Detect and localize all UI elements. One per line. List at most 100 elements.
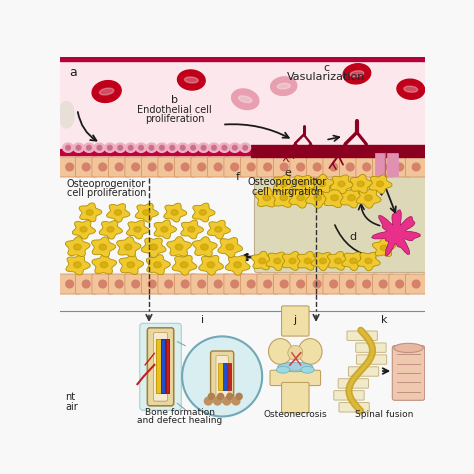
Polygon shape <box>328 251 350 270</box>
Ellipse shape <box>314 195 321 201</box>
Ellipse shape <box>201 244 208 250</box>
Circle shape <box>139 146 143 150</box>
FancyBboxPatch shape <box>141 157 163 177</box>
Polygon shape <box>289 188 313 208</box>
Ellipse shape <box>289 258 296 264</box>
Ellipse shape <box>365 195 372 201</box>
Polygon shape <box>372 210 420 256</box>
Ellipse shape <box>92 81 121 102</box>
FancyBboxPatch shape <box>109 157 130 177</box>
Ellipse shape <box>215 227 222 232</box>
Ellipse shape <box>207 262 215 268</box>
Ellipse shape <box>304 258 311 264</box>
Circle shape <box>379 280 387 288</box>
Circle shape <box>280 163 288 171</box>
Ellipse shape <box>394 343 423 353</box>
FancyBboxPatch shape <box>147 328 173 406</box>
Polygon shape <box>107 204 130 222</box>
FancyBboxPatch shape <box>224 157 246 177</box>
Ellipse shape <box>171 210 178 215</box>
FancyBboxPatch shape <box>282 306 309 336</box>
Polygon shape <box>207 220 230 239</box>
Polygon shape <box>255 187 280 207</box>
Polygon shape <box>146 255 171 275</box>
Circle shape <box>115 163 123 171</box>
Ellipse shape <box>297 195 304 201</box>
Polygon shape <box>323 187 347 208</box>
FancyBboxPatch shape <box>158 157 180 177</box>
Ellipse shape <box>298 338 322 365</box>
Ellipse shape <box>343 64 371 84</box>
FancyBboxPatch shape <box>109 274 130 294</box>
FancyBboxPatch shape <box>257 157 278 177</box>
Ellipse shape <box>188 143 199 152</box>
FancyBboxPatch shape <box>347 331 377 340</box>
Bar <box>61 61 425 153</box>
Circle shape <box>231 280 238 288</box>
Text: i: i <box>201 315 204 325</box>
Polygon shape <box>369 175 392 194</box>
Ellipse shape <box>83 143 94 152</box>
Ellipse shape <box>376 181 383 187</box>
Text: nt: nt <box>65 392 75 401</box>
Text: k: k <box>381 315 387 325</box>
Circle shape <box>149 146 154 150</box>
Ellipse shape <box>274 258 281 264</box>
Polygon shape <box>135 203 158 222</box>
Polygon shape <box>342 252 365 271</box>
Circle shape <box>99 163 107 171</box>
Ellipse shape <box>150 244 157 250</box>
Ellipse shape <box>350 71 364 77</box>
Ellipse shape <box>115 210 121 215</box>
Text: d: d <box>349 232 356 242</box>
Text: Osteoprogenitor: Osteoprogenitor <box>66 179 146 189</box>
Ellipse shape <box>184 77 198 83</box>
Ellipse shape <box>301 366 314 373</box>
Ellipse shape <box>234 262 241 268</box>
Text: b: b <box>171 95 178 105</box>
FancyBboxPatch shape <box>373 157 394 177</box>
Text: cell proliferation: cell proliferation <box>66 188 146 198</box>
Ellipse shape <box>167 143 178 152</box>
FancyBboxPatch shape <box>154 333 167 401</box>
Circle shape <box>412 280 420 288</box>
Polygon shape <box>330 175 354 194</box>
Circle shape <box>412 163 420 171</box>
Ellipse shape <box>177 70 205 90</box>
FancyBboxPatch shape <box>257 274 278 294</box>
Polygon shape <box>225 255 250 275</box>
Polygon shape <box>127 220 149 239</box>
Circle shape <box>160 146 164 150</box>
Ellipse shape <box>156 143 167 152</box>
FancyBboxPatch shape <box>405 157 427 177</box>
Circle shape <box>170 146 174 150</box>
FancyBboxPatch shape <box>306 157 328 177</box>
Circle shape <box>396 163 403 171</box>
Ellipse shape <box>86 210 93 215</box>
Text: Endothelial cell: Endothelial cell <box>137 105 212 115</box>
FancyBboxPatch shape <box>158 274 180 294</box>
Polygon shape <box>79 203 102 222</box>
FancyBboxPatch shape <box>174 274 196 294</box>
Circle shape <box>297 163 304 171</box>
FancyBboxPatch shape <box>290 157 311 177</box>
Circle shape <box>313 163 321 171</box>
Polygon shape <box>311 252 335 271</box>
FancyBboxPatch shape <box>348 367 379 376</box>
Polygon shape <box>164 203 187 222</box>
Circle shape <box>82 163 90 171</box>
Ellipse shape <box>209 143 219 152</box>
Circle shape <box>128 146 133 150</box>
Ellipse shape <box>143 210 150 215</box>
FancyBboxPatch shape <box>339 402 369 412</box>
FancyBboxPatch shape <box>240 274 262 294</box>
Polygon shape <box>218 237 243 257</box>
FancyBboxPatch shape <box>75 274 97 294</box>
Circle shape <box>247 280 255 288</box>
Ellipse shape <box>161 227 168 232</box>
Polygon shape <box>311 174 334 192</box>
Ellipse shape <box>276 366 290 373</box>
Ellipse shape <box>73 244 81 250</box>
FancyBboxPatch shape <box>392 346 425 401</box>
FancyBboxPatch shape <box>389 157 410 177</box>
